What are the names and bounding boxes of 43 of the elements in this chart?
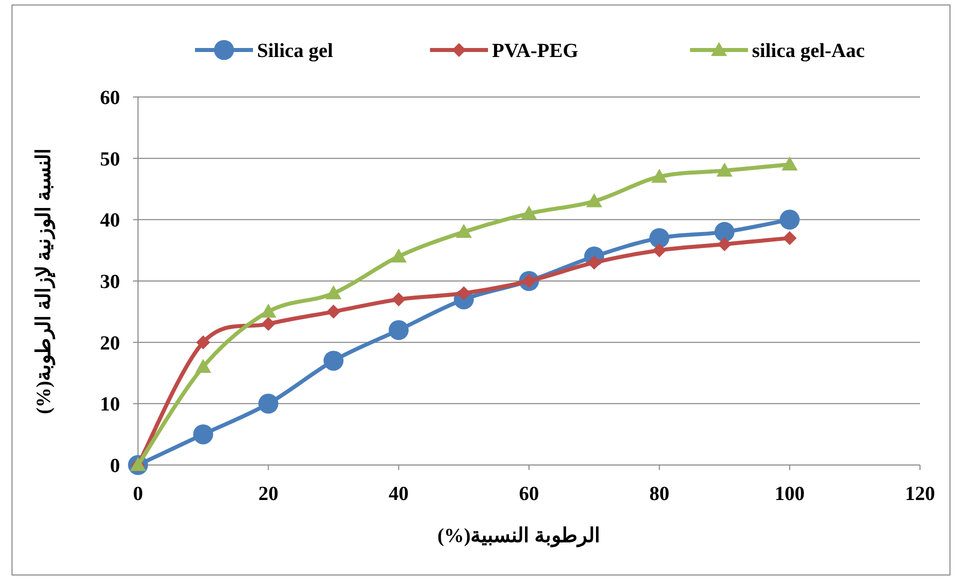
point — [260, 304, 276, 318]
point — [388, 320, 409, 340]
y-tick-label: 0 — [110, 455, 120, 477]
x-tick-label: 20 — [258, 483, 278, 505]
point — [261, 316, 276, 331]
x-tick-label: 40 — [388, 483, 409, 505]
y-tick-label: 60 — [100, 87, 120, 109]
point — [324, 350, 344, 371]
point — [196, 335, 210, 350]
point — [390, 248, 407, 262]
y-tick-label: 10 — [100, 394, 120, 416]
point — [326, 285, 342, 300]
point — [649, 228, 670, 248]
point — [652, 243, 666, 258]
point — [716, 162, 732, 177]
point — [195, 358, 212, 373]
point — [392, 292, 406, 306]
x-tick-label: 100 — [774, 483, 805, 505]
x-tick-label: 120 — [905, 483, 935, 505]
legend-label: PVA-PEG — [492, 40, 579, 62]
point — [714, 222, 734, 242]
legend-label: Silica gel — [257, 40, 334, 62]
point — [782, 156, 798, 170]
legend-label: silica gel-Aac — [752, 40, 865, 62]
point — [193, 424, 214, 444]
y-tick-label: 30 — [100, 271, 120, 293]
point — [718, 237, 732, 252]
x-tick-label: 0 — [133, 483, 143, 505]
y-tick-label: 50 — [100, 148, 120, 170]
point — [780, 210, 800, 230]
point — [326, 304, 340, 319]
x-tick-label: 60 — [519, 483, 539, 505]
x-tick-label: 80 — [649, 483, 670, 505]
y-tick-label: 20 — [100, 332, 120, 354]
y-tick-label: 40 — [100, 210, 120, 232]
x-axis-title: الرطوبة النسبية(%) — [437, 525, 601, 548]
point — [586, 193, 602, 208]
y-axis-title: النسبة الوزنية لإزالة الرطوبة(%) — [33, 148, 56, 414]
point — [521, 206, 537, 220]
point — [782, 231, 797, 246]
point — [651, 168, 668, 183]
point — [258, 394, 278, 414]
point — [456, 224, 472, 238]
